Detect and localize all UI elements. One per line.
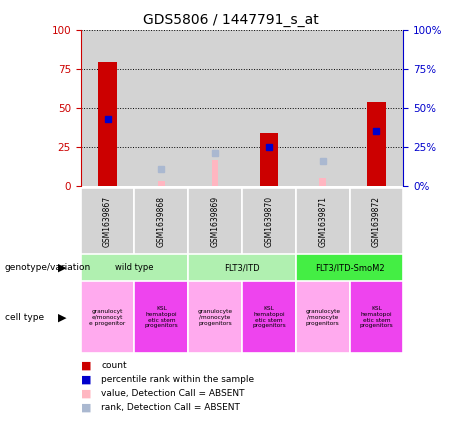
- Bar: [367, 102, 386, 186]
- Bar: [242, 281, 296, 353]
- Text: ■: ■: [81, 361, 91, 371]
- Text: ▶: ▶: [58, 263, 66, 272]
- Bar: [158, 181, 165, 186]
- Text: granulocyte
/monocyte
progenitors: granulocyte /monocyte progenitors: [198, 309, 233, 326]
- Text: wild type: wild type: [115, 263, 154, 272]
- Text: percentile rank within the sample: percentile rank within the sample: [101, 375, 254, 385]
- Text: GSM1639869: GSM1639869: [211, 195, 219, 247]
- Bar: [188, 281, 242, 353]
- Text: GSM1639867: GSM1639867: [103, 195, 112, 247]
- Text: GSM1639872: GSM1639872: [372, 195, 381, 247]
- Bar: [188, 254, 296, 281]
- Bar: [296, 188, 349, 254]
- Text: ■: ■: [81, 375, 91, 385]
- Bar: [212, 159, 219, 186]
- Text: KSL
hematopoi
etic stem
progenitors: KSL hematopoi etic stem progenitors: [252, 306, 286, 328]
- Text: ■: ■: [81, 389, 91, 399]
- Bar: [135, 281, 188, 353]
- Text: KSL
hematopoi
etic stem
progenitors: KSL hematopoi etic stem progenitors: [144, 306, 178, 328]
- Text: granulocyt
e/monocyt
e progenitor: granulocyt e/monocyt e progenitor: [89, 309, 126, 326]
- Bar: [296, 281, 349, 353]
- Text: GSM1639871: GSM1639871: [318, 195, 327, 247]
- Bar: [319, 179, 326, 186]
- Text: ▶: ▶: [58, 312, 66, 322]
- Text: granulocyte
/monocyte
progenitors: granulocyte /monocyte progenitors: [305, 309, 340, 326]
- Bar: [81, 281, 135, 353]
- Bar: [349, 188, 403, 254]
- Text: rank, Detection Call = ABSENT: rank, Detection Call = ABSENT: [101, 403, 240, 412]
- Text: KSL
hematopoi
etic stem
progenitors: KSL hematopoi etic stem progenitors: [360, 306, 393, 328]
- Text: genotype/variation: genotype/variation: [5, 263, 91, 272]
- Bar: [188, 188, 242, 254]
- Text: FLT3/ITD: FLT3/ITD: [224, 263, 260, 272]
- Text: ■: ■: [81, 403, 91, 413]
- Bar: [260, 133, 278, 186]
- Bar: [135, 188, 188, 254]
- Text: cell type: cell type: [5, 313, 44, 322]
- Bar: [81, 188, 135, 254]
- Text: GSM1639870: GSM1639870: [265, 195, 273, 247]
- Text: GDS5806 / 1447791_s_at: GDS5806 / 1447791_s_at: [142, 13, 319, 27]
- Bar: [98, 63, 117, 186]
- Bar: [242, 188, 296, 254]
- Text: count: count: [101, 361, 127, 371]
- Text: FLT3/ITD-SmoM2: FLT3/ITD-SmoM2: [315, 263, 384, 272]
- Bar: [296, 254, 403, 281]
- Text: GSM1639868: GSM1639868: [157, 195, 166, 247]
- Bar: [81, 254, 188, 281]
- Bar: [349, 281, 403, 353]
- Text: value, Detection Call = ABSENT: value, Detection Call = ABSENT: [101, 389, 245, 398]
